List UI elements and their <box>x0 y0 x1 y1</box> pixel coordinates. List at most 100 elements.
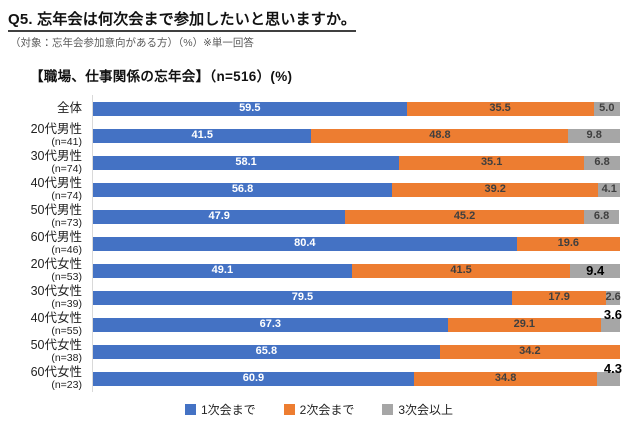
value-label: 67.3 <box>259 318 282 330</box>
value-label: 49.1 <box>211 264 234 276</box>
value-label: 35.1 <box>480 156 503 168</box>
chart-title: 【職場、仕事関係の忘年会】（n=516）(%) <box>30 69 293 84</box>
category-sample-size: (n=41) <box>51 135 82 148</box>
value-label: 5.0 <box>599 102 615 114</box>
category-label: 60代男性 (n=46) <box>8 230 92 257</box>
value-label: 56.8 <box>231 183 254 195</box>
legend-swatch-icon <box>283 404 295 415</box>
category-sample-size: (n=74) <box>51 162 82 175</box>
value-label: 29.1 <box>513 318 536 330</box>
value-label: 19.6 <box>557 237 580 249</box>
stacked-bar: 79.5 17.9 2.6 <box>93 290 621 305</box>
category-sample-size: (n=74) <box>51 189 82 202</box>
category-name: 30代男性 <box>30 148 82 163</box>
chart-row: 30代男性 (n=74) 58.1 35.1 6.8 <box>8 149 630 176</box>
legend-swatch-icon <box>382 404 394 415</box>
stacked-bar: 41.5 48.8 9.8 <box>93 128 620 143</box>
bar-segment-1: 67.3 <box>93 317 448 332</box>
value-label: 34.2 <box>519 345 541 357</box>
chart-row: 40代男性 (n=74) 56.8 39.2 4.1 <box>8 176 630 203</box>
value-label: 41.5 <box>450 264 472 276</box>
bar-segment-2: 19.6 <box>516 236 620 251</box>
bar-cell: 56.8 39.2 4.1 <box>92 176 630 203</box>
bar-segment-3 <box>601 317 620 332</box>
value-label: 34.8 <box>494 372 517 384</box>
bar-segment-1: 49.1 <box>93 263 352 278</box>
value-label: 45.2 <box>453 210 476 222</box>
value-label: 39.2 <box>484 183 506 195</box>
bar-segment-1: 65.8 <box>93 344 440 359</box>
stacked-bar: 67.3 29.1 3.6 <box>93 308 622 332</box>
bar-cell: 80.4 19.6 <box>92 230 630 257</box>
value-label: 9.8 <box>586 129 602 141</box>
value-label: 60.9 <box>242 372 265 384</box>
category-name: 60代男性 <box>30 229 82 244</box>
value-label-emphasized: 3.6 <box>603 306 622 322</box>
category-sample-size: (n=23) <box>51 378 82 391</box>
bar-cell: 58.1 35.1 6.8 <box>92 149 630 176</box>
category-name: 30代女性 <box>30 283 82 298</box>
stacked-bar: 58.1 35.1 6.8 <box>93 155 620 170</box>
chart-row: 50代女性 (n=38) 65.8 34.2 <box>8 338 630 365</box>
bar-segment-3: 9.8 <box>568 128 620 143</box>
chart-row: 全体 59.5 35.5 5.0 <box>8 95 630 122</box>
category-name: 20代男性 <box>30 121 82 136</box>
stacked-bar: 49.1 41.5 9.4 <box>93 263 620 278</box>
value-label: 79.5 <box>291 291 314 303</box>
stacked-bar: 80.4 19.6 <box>93 236 620 251</box>
bar-segment-1: 60.9 <box>93 371 414 386</box>
value-label: 59.5 <box>239 102 261 114</box>
category-sample-size: (n=38) <box>51 351 82 364</box>
stacked-bar: 56.8 39.2 4.1 <box>93 182 620 197</box>
stacked-bar: 65.8 34.2 <box>93 344 620 359</box>
category-label: 60代女性 (n=23) <box>8 365 92 392</box>
bar-segment-3: 5.0 <box>593 101 620 116</box>
value-label: 4.1 <box>601 183 617 195</box>
value-label: 48.8 <box>429 129 451 141</box>
bar-segment-2: 41.5 <box>351 263 571 278</box>
bar-cell: 65.8 34.2 <box>92 338 630 365</box>
value-label: 6.8 <box>593 210 610 222</box>
value-label: 2.6 <box>605 291 621 303</box>
bar-segment-1: 47.9 <box>93 209 346 224</box>
bar-cell: 47.9 45.2 6.8 <box>92 203 630 230</box>
category-sample-size: (n=55) <box>51 324 82 337</box>
bar-segment-1: 58.1 <box>93 155 400 170</box>
chart-row: 30代女性 (n=39) 79.5 17.9 2.6 <box>8 284 630 311</box>
bar-cell: 79.5 17.9 2.6 <box>92 284 630 311</box>
category-label: 20代男性 (n=41) <box>8 122 92 149</box>
bar-segment-2: 34.8 <box>413 371 598 386</box>
category-sample-size: (n=39) <box>51 297 82 310</box>
value-label: 65.8 <box>255 345 278 357</box>
value-label-emphasized: 9.4 <box>586 263 605 278</box>
bar-cell: 60.9 34.8 4.3 <box>92 362 630 392</box>
question-header: Q5. 忘年会は何次会まで参加したいと思いますか。 （対象：忘年会参加意向がある… <box>8 8 630 50</box>
bar-segment-2: 35.5 <box>406 101 594 116</box>
bar-segment-3: 6.8 <box>584 155 620 170</box>
chart-row: 50代男性 (n=73) 47.9 45.2 6.8 <box>8 203 630 230</box>
category-name: 50代男性 <box>30 202 82 217</box>
stacked-bar-chart: 全体 59.5 35.5 5.0 20代男性 (n=41) 41.5 48.8 9.8 30代男性… <box>8 95 630 392</box>
bar-cell: 49.1 41.5 9.4 <box>92 257 630 284</box>
bar-segment-2: 29.1 <box>447 317 601 332</box>
chart-row: 60代男性 (n=46) 80.4 19.6 <box>8 230 630 257</box>
category-name: 60代女性 <box>30 364 82 379</box>
bar-cell: 41.5 48.8 9.8 <box>92 122 630 149</box>
value-label: 47.9 <box>208 210 230 222</box>
category-name: 40代女性 <box>30 310 82 325</box>
chart-row: 60代女性 (n=23) 60.9 34.8 4.3 <box>8 362 630 392</box>
legend-label: 1次会まで <box>200 403 256 417</box>
bar-cell: 67.3 29.1 3.6 <box>92 308 630 338</box>
bar-segment-2: 48.8 <box>311 128 569 143</box>
bar-segment-3: 2.6 <box>605 290 621 305</box>
stacked-bar: 59.5 35.5 5.0 <box>93 101 620 116</box>
legend-item-3: 3次会以上 <box>382 401 453 418</box>
chart-row: 20代女性 (n=53) 49.1 41.5 9.4 <box>8 257 630 284</box>
bar-segment-2: 39.2 <box>392 182 599 197</box>
bar-segment-2: 34.2 <box>439 344 620 359</box>
chart-row: 20代男性 (n=41) 41.5 48.8 9.8 <box>8 122 630 149</box>
question-title: Q5. 忘年会は何次会まで参加したいと思いますか。 <box>8 8 357 32</box>
bar-segment-2: 35.1 <box>399 155 585 170</box>
bar-segment-1: 59.5 <box>93 101 407 116</box>
bar-segment-2: 17.9 <box>511 290 607 305</box>
